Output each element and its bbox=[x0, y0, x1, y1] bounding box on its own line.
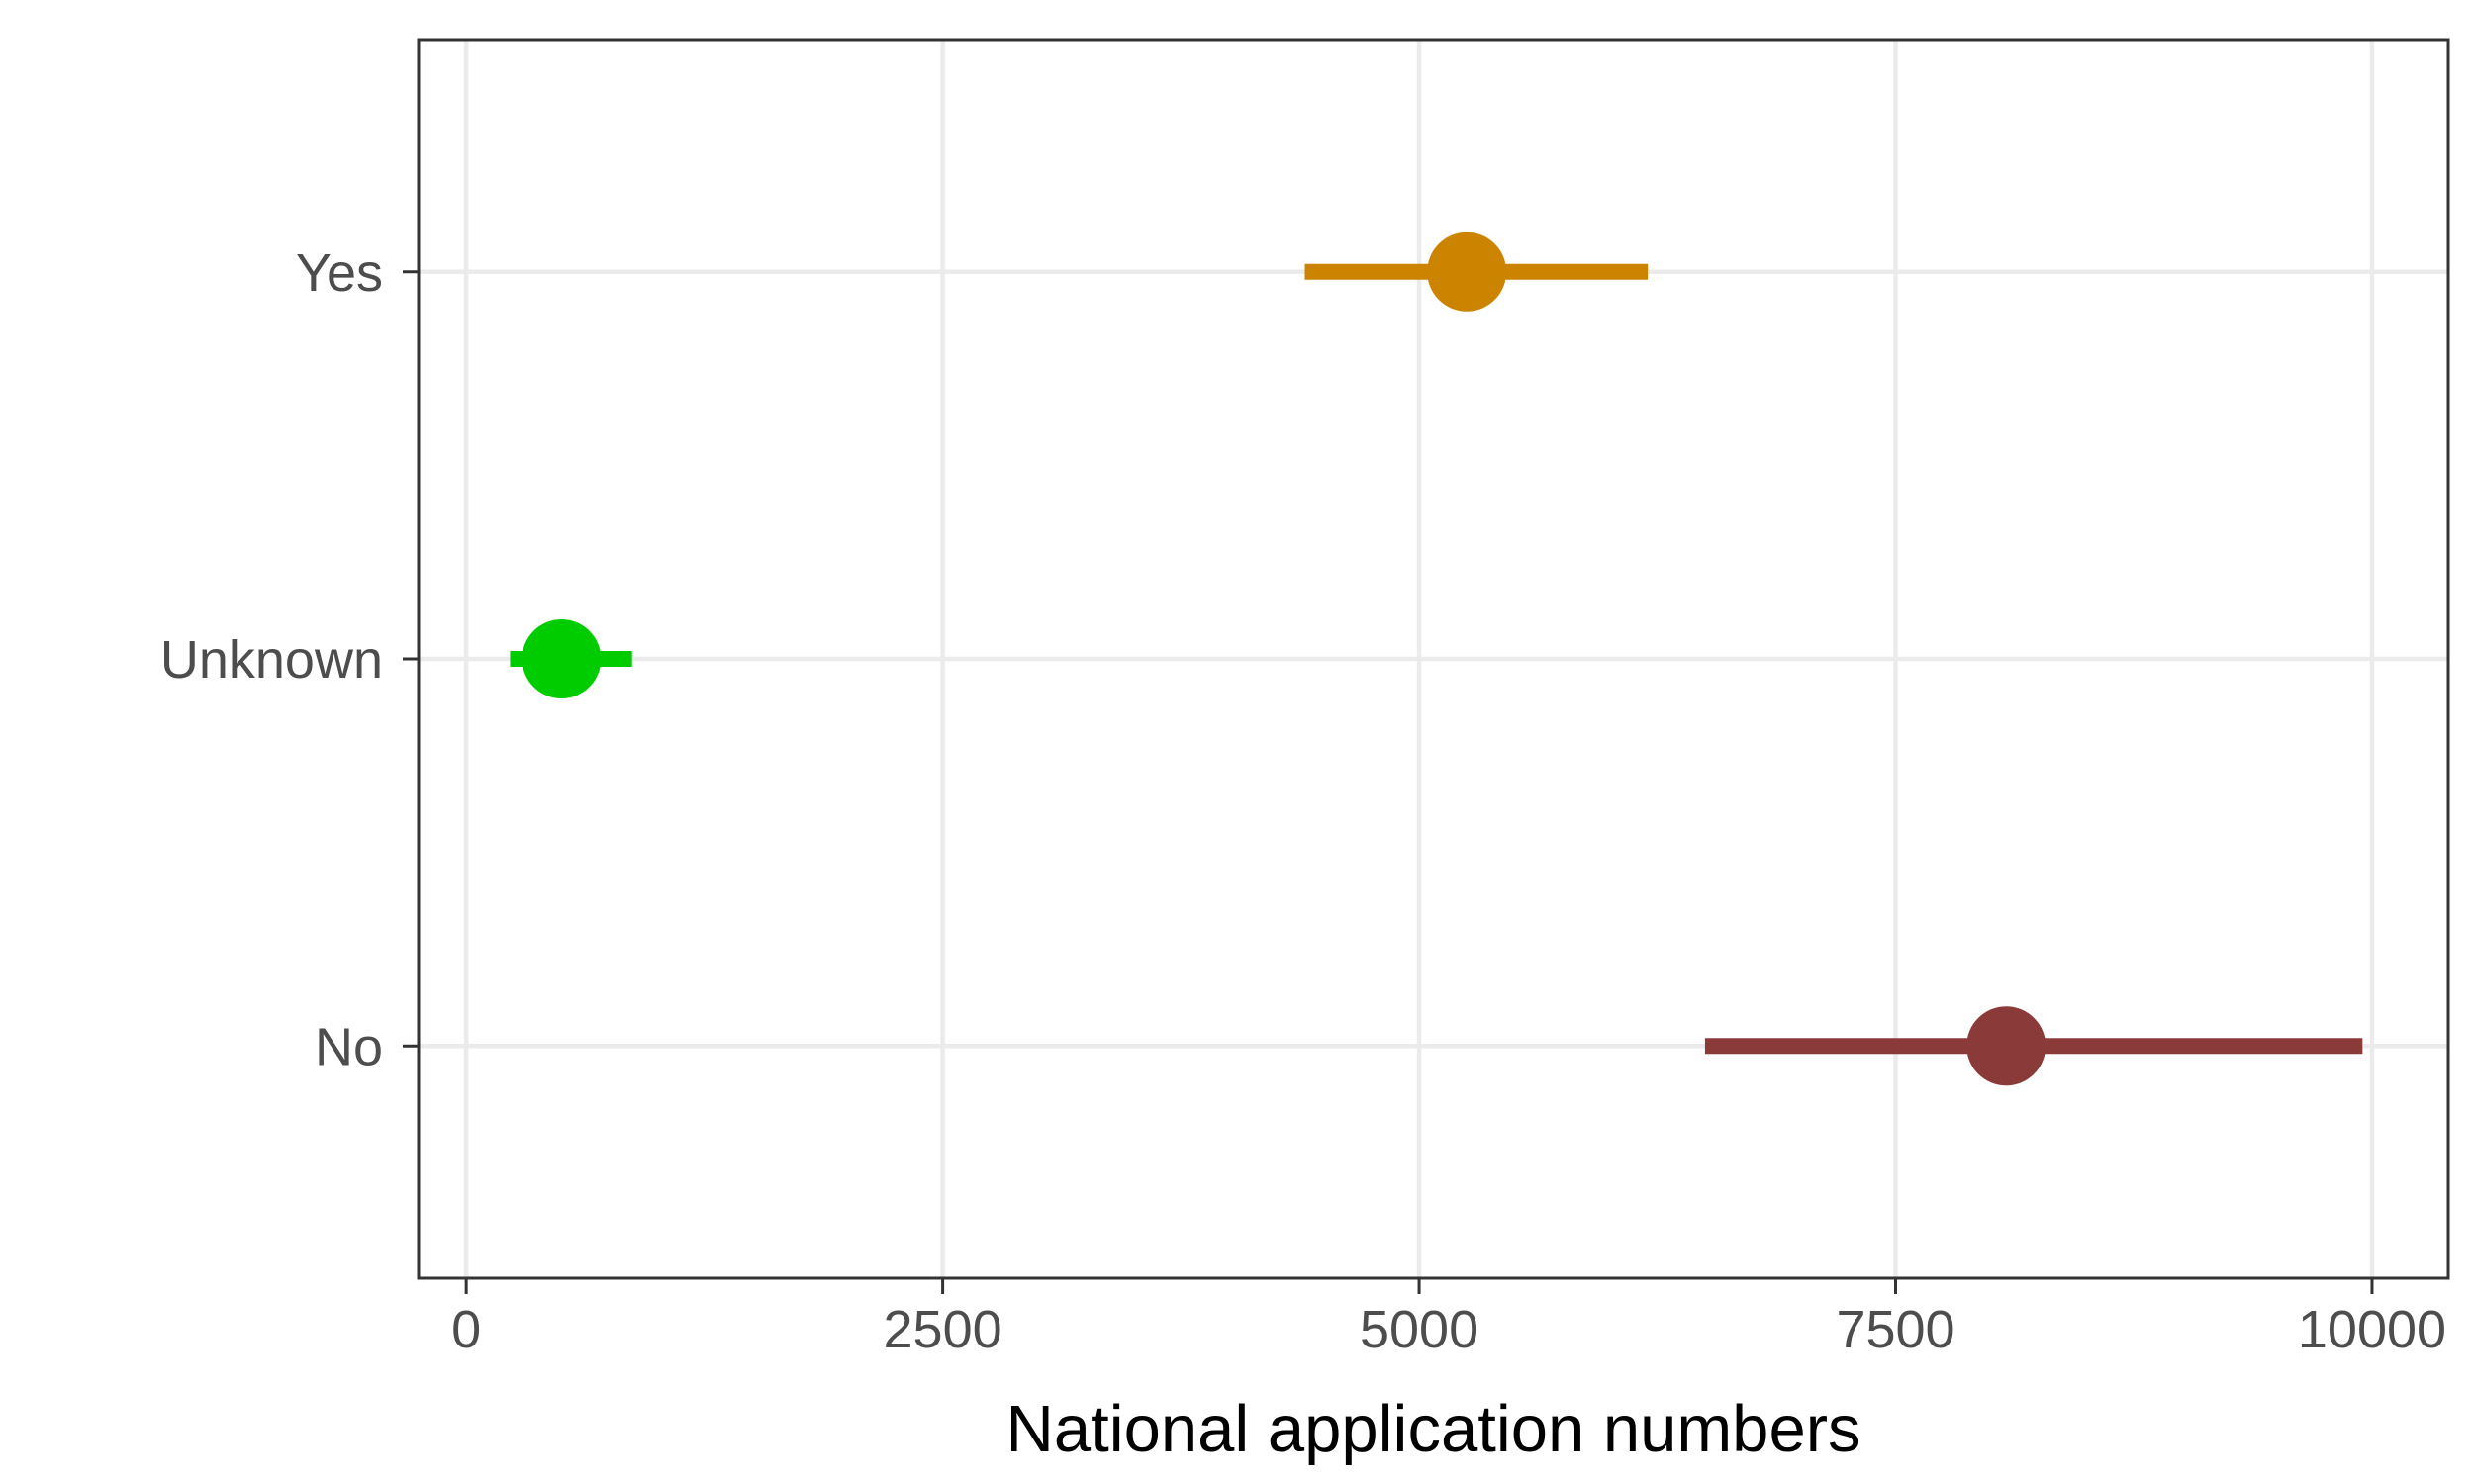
x-tick-label: 5000 bbox=[1360, 1300, 1478, 1359]
point-yes bbox=[1427, 232, 1507, 312]
x-tick-label: 0 bbox=[451, 1300, 481, 1359]
point-no bbox=[1966, 1006, 2046, 1086]
marks-layer bbox=[510, 232, 2363, 1086]
x-axis-title: National application numbers bbox=[1005, 1392, 1860, 1466]
y-tick-label: Unknown bbox=[160, 630, 383, 690]
grid-layer bbox=[419, 40, 2448, 1278]
axis-layer: 0 2500 5000 7500 10000 Yes Unknown No bbox=[160, 243, 2446, 1359]
point-unknown bbox=[522, 619, 602, 698]
x-tick-label: 2500 bbox=[884, 1300, 1002, 1359]
x-tick-label: 10000 bbox=[2298, 1300, 2446, 1359]
y-tick-label: Yes bbox=[296, 243, 383, 303]
y-tick-label: No bbox=[315, 1017, 383, 1076]
x-tick-label: 7500 bbox=[1836, 1300, 1954, 1359]
